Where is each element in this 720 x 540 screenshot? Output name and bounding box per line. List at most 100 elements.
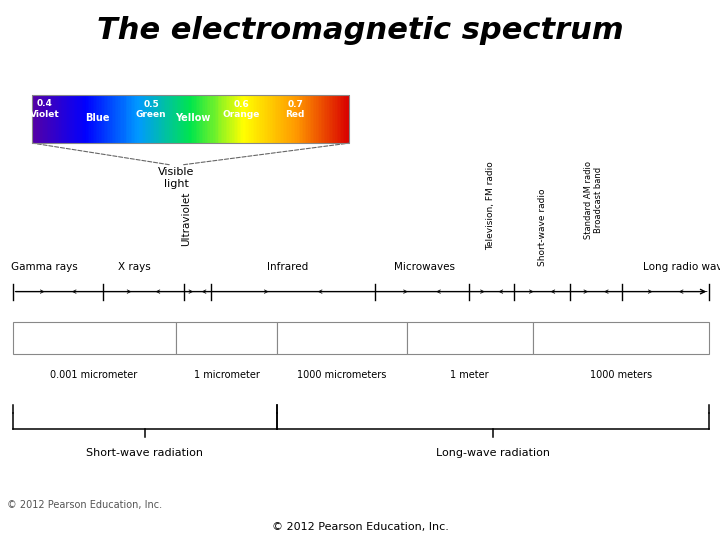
Bar: [273, 94, 275, 143]
Bar: [114, 94, 117, 143]
Bar: [94, 94, 96, 143]
Bar: [172, 94, 174, 143]
Bar: [228, 94, 229, 143]
Bar: [143, 94, 145, 143]
Bar: [320, 94, 323, 143]
Text: 0.7
Red: 0.7 Red: [286, 100, 305, 119]
Text: Yellow: Yellow: [175, 113, 211, 123]
Bar: [145, 94, 147, 143]
Bar: [66, 94, 68, 143]
Bar: [130, 94, 132, 143]
Bar: [59, 94, 61, 143]
Bar: [75, 94, 77, 143]
Bar: [184, 94, 186, 143]
Bar: [328, 94, 330, 143]
Bar: [348, 94, 349, 143]
Bar: [110, 94, 112, 143]
Bar: [91, 94, 93, 143]
Bar: [269, 94, 270, 143]
Bar: [241, 94, 243, 143]
Bar: [40, 94, 42, 143]
Text: Gamma rays: Gamma rays: [12, 261, 78, 272]
Bar: [291, 94, 292, 143]
Bar: [153, 94, 155, 143]
Bar: [300, 94, 302, 143]
Bar: [178, 94, 180, 143]
Bar: [158, 94, 160, 143]
Bar: [330, 94, 332, 143]
Bar: [267, 94, 269, 143]
Bar: [279, 94, 282, 143]
Bar: [275, 94, 276, 143]
Bar: [180, 94, 181, 143]
Text: Long radio waves: Long radio waves: [643, 261, 720, 272]
Bar: [235, 94, 237, 143]
Bar: [35, 94, 37, 143]
Bar: [166, 94, 168, 143]
Text: © 2012 Pearson Education, Inc.: © 2012 Pearson Education, Inc.: [7, 500, 162, 510]
Bar: [13, 322, 176, 354]
Bar: [319, 94, 321, 143]
Bar: [191, 94, 193, 143]
Bar: [138, 94, 140, 143]
Bar: [89, 94, 91, 143]
Bar: [104, 94, 106, 143]
Bar: [276, 94, 278, 143]
Bar: [202, 94, 204, 143]
Bar: [125, 94, 126, 143]
Bar: [281, 94, 283, 143]
Bar: [284, 94, 286, 143]
Bar: [43, 94, 45, 143]
Bar: [56, 94, 58, 143]
Bar: [318, 94, 320, 143]
Bar: [126, 94, 128, 143]
Text: Blue: Blue: [85, 113, 109, 123]
Bar: [67, 94, 69, 143]
Bar: [159, 94, 161, 143]
Bar: [286, 94, 288, 143]
Bar: [109, 94, 110, 143]
Bar: [225, 94, 228, 143]
Bar: [80, 94, 82, 143]
Bar: [197, 94, 199, 143]
Bar: [325, 94, 328, 143]
Text: Standard AM radio
Broadcast band: Standard AM radio Broadcast band: [584, 161, 603, 239]
Bar: [156, 94, 158, 143]
Bar: [289, 94, 291, 143]
Bar: [93, 94, 94, 143]
Bar: [265, 94, 267, 143]
Text: Short-wave radiation: Short-wave radiation: [86, 448, 202, 458]
Bar: [332, 94, 333, 143]
Bar: [261, 94, 262, 143]
Bar: [71, 94, 72, 143]
Bar: [168, 94, 171, 143]
Bar: [81, 94, 84, 143]
Text: Infrared: Infrared: [267, 261, 309, 272]
Bar: [251, 94, 253, 143]
Bar: [69, 94, 71, 143]
Bar: [199, 94, 201, 143]
Bar: [257, 94, 259, 143]
Bar: [140, 94, 142, 143]
Bar: [297, 94, 299, 143]
Bar: [83, 94, 85, 143]
Bar: [221, 94, 223, 143]
Bar: [205, 94, 207, 143]
Bar: [307, 94, 308, 143]
Bar: [39, 94, 40, 143]
Bar: [237, 94, 238, 143]
Bar: [194, 94, 196, 143]
Bar: [249, 94, 251, 143]
Bar: [120, 94, 122, 143]
Bar: [72, 94, 74, 143]
Text: Visible
light: Visible light: [158, 167, 194, 189]
Bar: [210, 94, 212, 143]
Bar: [32, 94, 35, 143]
Bar: [161, 94, 163, 143]
Bar: [86, 94, 89, 143]
Bar: [58, 94, 60, 143]
Bar: [134, 94, 136, 143]
Bar: [42, 94, 44, 143]
Bar: [137, 94, 139, 143]
Bar: [305, 94, 307, 143]
